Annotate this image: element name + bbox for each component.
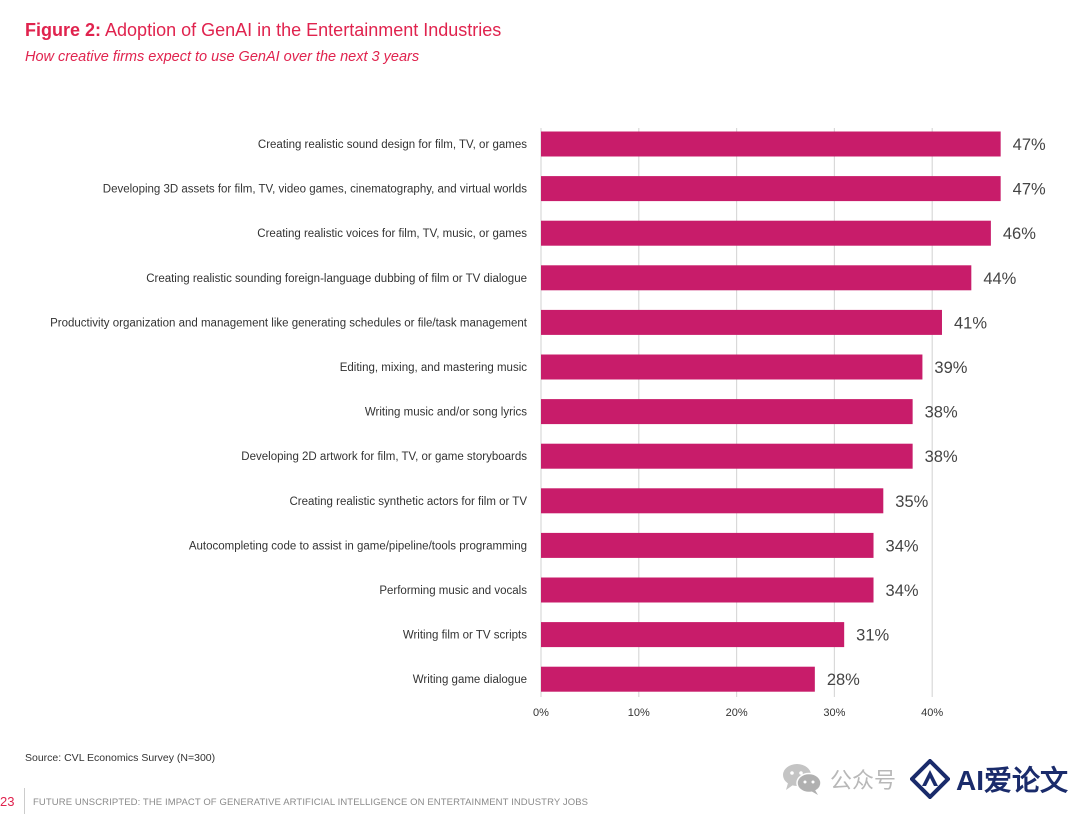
x-tick-label: 40%	[921, 707, 943, 719]
x-tick-label: 30%	[823, 707, 845, 719]
value-label: 35%	[895, 493, 928, 511]
bar	[541, 666, 815, 692]
value-label: 47%	[1013, 136, 1046, 154]
value-label: 38%	[925, 404, 958, 422]
watermark-brand: AI爱论文	[956, 765, 1069, 796]
category-label: Productivity organization and management…	[50, 317, 528, 329]
bar	[541, 176, 1001, 202]
value-label: 47%	[1013, 181, 1046, 199]
value-labels: 47% 47% 46% 44% 41% 39% 38% 38% 35% 34% 34% 31% 28%	[827, 136, 1046, 689]
bar	[541, 443, 913, 469]
category-label: Performing music and vocals	[379, 585, 527, 597]
category-label: Writing music and/or song lyrics	[365, 407, 527, 419]
value-label: 39%	[934, 359, 967, 377]
footer-divider	[24, 788, 25, 814]
bar	[541, 309, 942, 335]
figure-label: Figure 2:	[25, 20, 102, 40]
category-label: Creating realistic synthetic actors for …	[289, 496, 527, 508]
category-label: Developing 3D assets for film, TV, video…	[103, 184, 527, 196]
bar	[541, 488, 884, 514]
bar	[541, 532, 874, 558]
wechat-icon	[783, 764, 822, 795]
value-label: 44%	[983, 270, 1016, 288]
x-tick-label: 20%	[726, 707, 748, 719]
bar	[541, 399, 913, 425]
page-number: 23	[0, 794, 15, 809]
value-label: 46%	[1003, 225, 1036, 243]
category-label: Writing game dialogue	[413, 674, 527, 686]
value-label: 28%	[827, 671, 860, 689]
figure-title: Figure 2: Adoption of GenAI in the Enter…	[25, 20, 501, 41]
bar	[541, 354, 923, 380]
x-tick-label: 0%	[533, 707, 549, 719]
ai-logo-icon	[910, 759, 951, 799]
category-label: Creating realistic sound design for film…	[258, 139, 527, 151]
x-axis-ticks: 0% 10% 20% 30% 40%	[533, 707, 943, 719]
category-label: Creating realistic sounding foreign-lang…	[146, 273, 527, 285]
source-note: Source: CVL Economics Survey (N=300)	[25, 752, 216, 764]
bar	[541, 220, 991, 246]
bars	[541, 131, 1001, 692]
footer-text: FUTURE UNSCRIPTED: THE IMPACT OF GENERAT…	[33, 797, 589, 808]
bar	[541, 577, 874, 603]
category-label: Developing 2D artwork for film, TV, or g…	[241, 451, 527, 463]
bar	[541, 622, 845, 648]
category-label: Autocompleting code to assist in game/pi…	[189, 540, 527, 552]
value-label: 34%	[886, 537, 919, 555]
x-tick-label: 10%	[628, 707, 650, 719]
bar-chart: Creating realistic sound design for film…	[50, 128, 1046, 719]
value-label: 31%	[856, 627, 889, 645]
value-label: 41%	[954, 314, 987, 332]
category-label: Creating realistic voices for film, TV, …	[257, 228, 527, 240]
bar	[541, 131, 1001, 157]
figure-subtitle: How creative firms expect to use GenAI o…	[25, 49, 420, 65]
bar	[541, 265, 972, 291]
category-label: Editing, mixing, and mastering music	[340, 362, 528, 374]
category-label: Writing film or TV scripts	[403, 630, 527, 642]
figure-title-text: Adoption of GenAI in the Entertainment I…	[105, 20, 502, 40]
value-label: 38%	[925, 448, 958, 466]
value-label: 34%	[886, 582, 919, 600]
watermark-name: 公众号	[830, 768, 897, 793]
watermark: 公众号 AI爱论文	[782, 757, 1068, 801]
category-labels: Creating realistic sound design for film…	[50, 139, 528, 686]
